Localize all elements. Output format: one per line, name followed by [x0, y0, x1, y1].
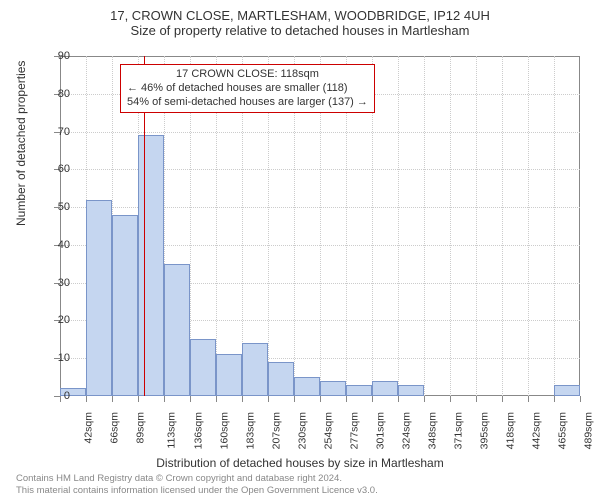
- x-tick-label: 395sqm: [478, 412, 490, 449]
- x-tick-label: 465sqm: [556, 412, 568, 449]
- gridline-v: [424, 56, 425, 396]
- x-tick: [398, 396, 399, 402]
- x-tick-label: 160sqm: [218, 412, 230, 449]
- x-tick-label: 418sqm: [504, 412, 516, 449]
- callout-box: 17 CROWN CLOSE: 118sqm ← 46% of detached…: [120, 64, 375, 113]
- x-tick-label: 207sqm: [270, 412, 282, 449]
- y-tick-label: 30: [30, 277, 70, 289]
- x-tick-label: 442sqm: [530, 412, 542, 449]
- x-tick-label: 254sqm: [322, 412, 334, 449]
- x-tick-label: 348sqm: [426, 412, 438, 449]
- histogram-bar: [216, 354, 242, 396]
- x-tick: [138, 396, 139, 402]
- callout-line1: 17 CROWN CLOSE: 118sqm: [127, 68, 368, 82]
- x-tick: [528, 396, 529, 402]
- y-axis-label: Number of detached properties: [14, 61, 28, 226]
- x-tick-label: 89sqm: [135, 412, 147, 444]
- y-tick-label: 10: [30, 352, 70, 364]
- x-tick-label: 113sqm: [166, 412, 178, 449]
- title-subtitle: Size of property relative to detached ho…: [0, 23, 600, 38]
- callout-line3: 54% of semi-detached houses are larger (…: [127, 96, 368, 110]
- title-address: 17, CROWN CLOSE, MARTLESHAM, WOODBRIDGE,…: [0, 8, 600, 23]
- x-tick: [112, 396, 113, 402]
- x-tick-label: 183sqm: [244, 412, 256, 449]
- histogram-bar: [554, 385, 580, 396]
- histogram-bar: [164, 264, 190, 396]
- x-tick-label: 301sqm: [374, 412, 386, 449]
- callout-line2: ← 46% of detached houses are smaller (11…: [127, 82, 368, 96]
- histogram-bar: [372, 381, 398, 396]
- x-tick: [554, 396, 555, 402]
- histogram-bar: [138, 135, 164, 396]
- plot-area: 17 CROWN CLOSE: 118sqm ← 46% of detached…: [60, 56, 580, 396]
- gridline-v: [528, 56, 529, 396]
- histogram-bar: [268, 362, 294, 396]
- x-tick: [164, 396, 165, 402]
- gridline-v: [476, 56, 477, 396]
- x-tick: [580, 396, 581, 402]
- chart-container: 17, CROWN CLOSE, MARTLESHAM, WOODBRIDGE,…: [0, 0, 600, 500]
- y-tick-label: 90: [30, 50, 70, 62]
- footer-line2: This material contains information licen…: [16, 485, 378, 496]
- histogram-bar: [320, 381, 346, 396]
- x-tick: [86, 396, 87, 402]
- histogram-bar: [346, 385, 372, 396]
- histogram-bar: [398, 385, 424, 396]
- y-tick-label: 40: [30, 239, 70, 251]
- x-tick: [294, 396, 295, 402]
- x-tick-label: 230sqm: [296, 412, 308, 449]
- x-tick: [346, 396, 347, 402]
- x-tick: [242, 396, 243, 402]
- histogram-bar: [190, 339, 216, 396]
- histogram-bar: [112, 215, 138, 396]
- y-tick-label: 60: [30, 163, 70, 175]
- gridline-v: [450, 56, 451, 396]
- x-tick-label: 489sqm: [582, 412, 594, 449]
- y-tick-label: 70: [30, 126, 70, 138]
- x-tick-label: 371sqm: [452, 412, 464, 449]
- x-tick: [372, 396, 373, 402]
- y-tick-label: 50: [30, 201, 70, 213]
- x-tick: [450, 396, 451, 402]
- histogram-bar: [242, 343, 268, 396]
- y-tick-label: 80: [30, 88, 70, 100]
- x-axis-label: Distribution of detached houses by size …: [0, 456, 600, 470]
- x-tick: [320, 396, 321, 402]
- x-tick-label: 42sqm: [83, 412, 95, 444]
- x-tick: [424, 396, 425, 402]
- x-tick-label: 66sqm: [109, 412, 121, 444]
- y-tick-label: 20: [30, 314, 70, 326]
- x-tick: [476, 396, 477, 402]
- gridline-v: [502, 56, 503, 396]
- histogram-bar: [294, 377, 320, 396]
- gridline-v: [554, 56, 555, 396]
- x-tick-label: 324sqm: [400, 412, 412, 449]
- gridline-v: [398, 56, 399, 396]
- footer-credits: Contains HM Land Registry data © Crown c…: [16, 473, 378, 496]
- y-tick-label: 0: [30, 390, 70, 402]
- x-tick: [502, 396, 503, 402]
- x-tick-label: 277sqm: [348, 412, 360, 449]
- footer-line1: Contains HM Land Registry data © Crown c…: [16, 473, 378, 484]
- title-block: 17, CROWN CLOSE, MARTLESHAM, WOODBRIDGE,…: [0, 0, 600, 38]
- x-tick: [268, 396, 269, 402]
- x-tick: [190, 396, 191, 402]
- x-tick-label: 136sqm: [192, 412, 204, 449]
- histogram-bar: [86, 200, 112, 396]
- x-tick: [216, 396, 217, 402]
